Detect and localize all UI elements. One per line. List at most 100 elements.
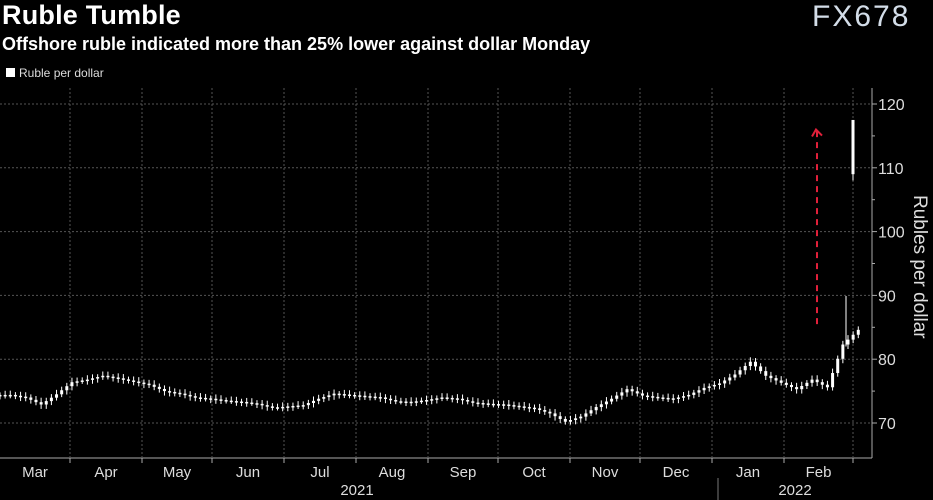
x-tick-label: Oct [522,464,546,481]
candle-body [204,397,208,400]
candle-body [152,384,156,387]
candle-body [620,392,624,396]
watermark: FX678 [812,0,911,33]
candle-body [358,395,362,397]
candle-body [805,382,809,386]
candle-body [435,398,439,400]
candle-body [368,396,372,398]
candle-body [682,396,686,398]
candle-body [604,401,608,405]
year-label: 2022 [778,482,811,499]
candle-body [471,401,475,403]
candle-body [563,418,567,422]
x-tick-label: Nov [592,464,619,481]
candle-body [276,407,280,409]
candle-body [363,395,367,398]
y-tick-label: 110 [878,161,904,178]
candle-body [29,397,33,400]
candle-body [389,398,393,401]
candle-body [147,383,151,386]
candle-body [455,398,459,400]
candle-body [661,397,665,399]
candle-body [687,394,691,397]
candle-body [96,377,100,379]
candle-body [481,403,485,405]
candle-body [234,401,238,403]
candle-body [70,382,74,387]
candle-body [779,380,783,383]
candle-body [85,379,89,382]
candle-body [198,397,202,399]
candle-body [743,366,747,371]
legend-label: Ruble per dollar [19,66,104,80]
candle-body [24,396,28,399]
x-tick-label: Jul [310,464,329,481]
candle-body [419,400,423,403]
candle-body [841,344,845,359]
candle-body [430,399,434,401]
candle-body [168,391,172,393]
candle-body [589,410,593,414]
candle-body [558,416,562,419]
candle-body [712,384,716,387]
candle-body [250,402,254,405]
candle-body [753,361,757,367]
candle-body [378,397,382,399]
candle-body [337,393,341,396]
candle-body [795,387,799,390]
candle-body [270,406,274,408]
candle-body [353,394,357,397]
candle-body [666,397,670,400]
legend: Ruble per dollar [6,66,104,80]
candle-body [188,394,192,397]
y-axis-label: Rubles per dollar [909,195,930,339]
candle-body [697,390,701,393]
candle-body [461,398,465,401]
candle-body [75,381,79,383]
candle-body [846,339,850,345]
candle-body [646,395,650,398]
candle-body [789,384,793,388]
candle-body [532,407,536,410]
candle-body [219,399,223,401]
legend-swatch [6,68,15,77]
candle-body [820,382,824,385]
candle-body [178,392,182,395]
candle-body [39,402,43,405]
chart-subtitle: Offshore ruble indicated more than 25% l… [2,34,591,54]
candle-body [60,390,64,395]
candle-body [450,397,454,400]
candle-body [512,405,516,407]
candle-body [65,386,69,391]
candle-body [347,394,351,397]
candle-body [635,391,639,394]
candle-body [502,404,506,406]
candle-body [656,396,660,399]
last-candle-body [851,119,855,175]
candle-body [49,397,53,402]
candle-body [183,393,187,396]
annotation-arrow-head [811,127,823,138]
x-tick-label: Apr [94,464,117,481]
candle-body [142,382,146,385]
candle-body [630,389,634,392]
candle-body [553,413,557,417]
candle-body [651,396,655,398]
candle-body [769,375,773,379]
candle-body [728,377,732,381]
candle-body [332,393,336,396]
candle-body [312,400,316,404]
x-tick-label: Jun [236,464,260,481]
candle-body [491,403,495,406]
candle-body [373,396,377,399]
candle-body [615,395,619,399]
candle-body [80,380,84,382]
y-tick-label: 100 [878,225,905,242]
candle-body [702,387,706,391]
candle-body [306,403,310,406]
candle-body [414,401,418,403]
candle-body [3,394,7,397]
candle-body [317,398,321,401]
candle-body [8,394,12,397]
candle-body [296,405,300,408]
